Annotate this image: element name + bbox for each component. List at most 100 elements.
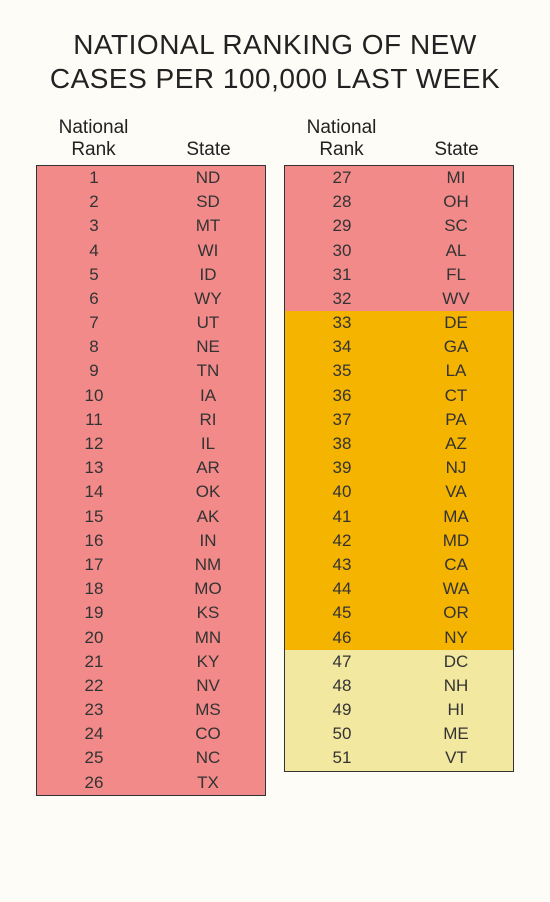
table-row: 18MO: [37, 577, 265, 601]
cell-rank: 25: [37, 748, 151, 768]
table-row: 9TN: [37, 359, 265, 383]
cell-rank: 3: [37, 216, 151, 236]
table-row: 29SC: [285, 214, 513, 238]
cell-state: TN: [151, 361, 265, 381]
page-title: NATIONAL RANKING OF NEW CASES PER 100,00…: [28, 28, 522, 95]
ranking-infographic: NATIONAL RANKING OF NEW CASES PER 100,00…: [0, 0, 550, 816]
table-row: 41MA: [285, 505, 513, 529]
cell-state: IN: [151, 531, 265, 551]
cell-rank: 8: [37, 337, 151, 357]
cell-state: MN: [151, 628, 265, 648]
ranking-table-right: 27MI28OH29SC30AL31FL32WV33DE34GA35LA36CT…: [284, 165, 514, 772]
cell-rank: 18: [37, 579, 151, 599]
table-row: 21KY: [37, 650, 265, 674]
ranking-table-left: 1ND2SD3MT4WI5ID6WY7UT8NE9TN10IA11RI12IL1…: [36, 165, 266, 796]
cell-state: IL: [151, 434, 265, 454]
cell-state: SD: [151, 192, 265, 212]
table-row: 11RI: [37, 408, 265, 432]
header-state-text: State: [434, 139, 478, 161]
header-rank-text: NationalRank: [59, 117, 129, 160]
cell-state: HI: [399, 700, 513, 720]
cell-state: CT: [399, 386, 513, 406]
column-header: NationalRank State: [36, 117, 266, 161]
table-row: 40VA: [285, 480, 513, 504]
table-row: 25NC: [37, 746, 265, 770]
cell-rank: 5: [37, 265, 151, 285]
cell-rank: 31: [285, 265, 399, 285]
cell-rank: 23: [37, 700, 151, 720]
cell-rank: 42: [285, 531, 399, 551]
cell-state: NM: [151, 555, 265, 575]
cell-state: IA: [151, 386, 265, 406]
table-row: 26TX: [37, 771, 265, 795]
cell-rank: 43: [285, 555, 399, 575]
cell-rank: 19: [37, 603, 151, 623]
table-row: 36CT: [285, 384, 513, 408]
cell-state: OR: [399, 603, 513, 623]
cell-rank: 4: [37, 241, 151, 261]
cell-state: VT: [399, 748, 513, 768]
cell-rank: 22: [37, 676, 151, 696]
table-row: 37PA: [285, 408, 513, 432]
table-row: 2SD: [37, 190, 265, 214]
cell-state: NV: [151, 676, 265, 696]
table-row: 13AR: [37, 456, 265, 480]
cell-rank: 30: [285, 241, 399, 261]
cell-rank: 45: [285, 603, 399, 623]
cell-state: WA: [399, 579, 513, 599]
table-row: 42MD: [285, 529, 513, 553]
cell-state: ME: [399, 724, 513, 744]
cell-rank: 46: [285, 628, 399, 648]
cell-state: MA: [399, 507, 513, 527]
table-row: 51VT: [285, 746, 513, 770]
column-header: NationalRank State: [284, 117, 514, 161]
table-row: 30AL: [285, 238, 513, 262]
cell-state: KS: [151, 603, 265, 623]
cell-rank: 51: [285, 748, 399, 768]
table-row: 15AK: [37, 505, 265, 529]
cell-rank: 15: [37, 507, 151, 527]
cell-state: DC: [399, 652, 513, 672]
cell-state: AR: [151, 458, 265, 478]
table-row: 27MI: [285, 166, 513, 190]
cell-state: DE: [399, 313, 513, 333]
table-row: 45OR: [285, 601, 513, 625]
cell-state: MS: [151, 700, 265, 720]
cell-state: OK: [151, 482, 265, 502]
cell-state: MD: [399, 531, 513, 551]
cell-state: NE: [151, 337, 265, 357]
cell-rank: 16: [37, 531, 151, 551]
ranking-columns: NationalRank State 1ND2SD3MT4WI5ID6WY7UT…: [28, 117, 522, 796]
table-row: 4WI: [37, 238, 265, 262]
cell-state: ID: [151, 265, 265, 285]
cell-rank: 21: [37, 652, 151, 672]
cell-rank: 44: [285, 579, 399, 599]
table-row: 10IA: [37, 384, 265, 408]
cell-rank: 14: [37, 482, 151, 502]
cell-rank: 49: [285, 700, 399, 720]
cell-rank: 35: [285, 361, 399, 381]
cell-state: MT: [151, 216, 265, 236]
cell-state: TX: [151, 773, 265, 793]
cell-state: VA: [399, 482, 513, 502]
table-row: 28OH: [285, 190, 513, 214]
header-state: State: [399, 117, 514, 161]
cell-state: OH: [399, 192, 513, 212]
table-row: 6WY: [37, 287, 265, 311]
cell-rank: 41: [285, 507, 399, 527]
cell-state: ND: [151, 168, 265, 188]
header-rank: NationalRank: [284, 117, 399, 161]
table-row: 38AZ: [285, 432, 513, 456]
cell-rank: 9: [37, 361, 151, 381]
header-rank: NationalRank: [36, 117, 151, 161]
cell-state: UT: [151, 313, 265, 333]
cell-rank: 39: [285, 458, 399, 478]
cell-state: WV: [399, 289, 513, 309]
table-row: 14OK: [37, 480, 265, 504]
cell-rank: 37: [285, 410, 399, 430]
cell-state: WY: [151, 289, 265, 309]
cell-rank: 10: [37, 386, 151, 406]
cell-rank: 20: [37, 628, 151, 648]
table-row: 50ME: [285, 722, 513, 746]
cell-rank: 28: [285, 192, 399, 212]
